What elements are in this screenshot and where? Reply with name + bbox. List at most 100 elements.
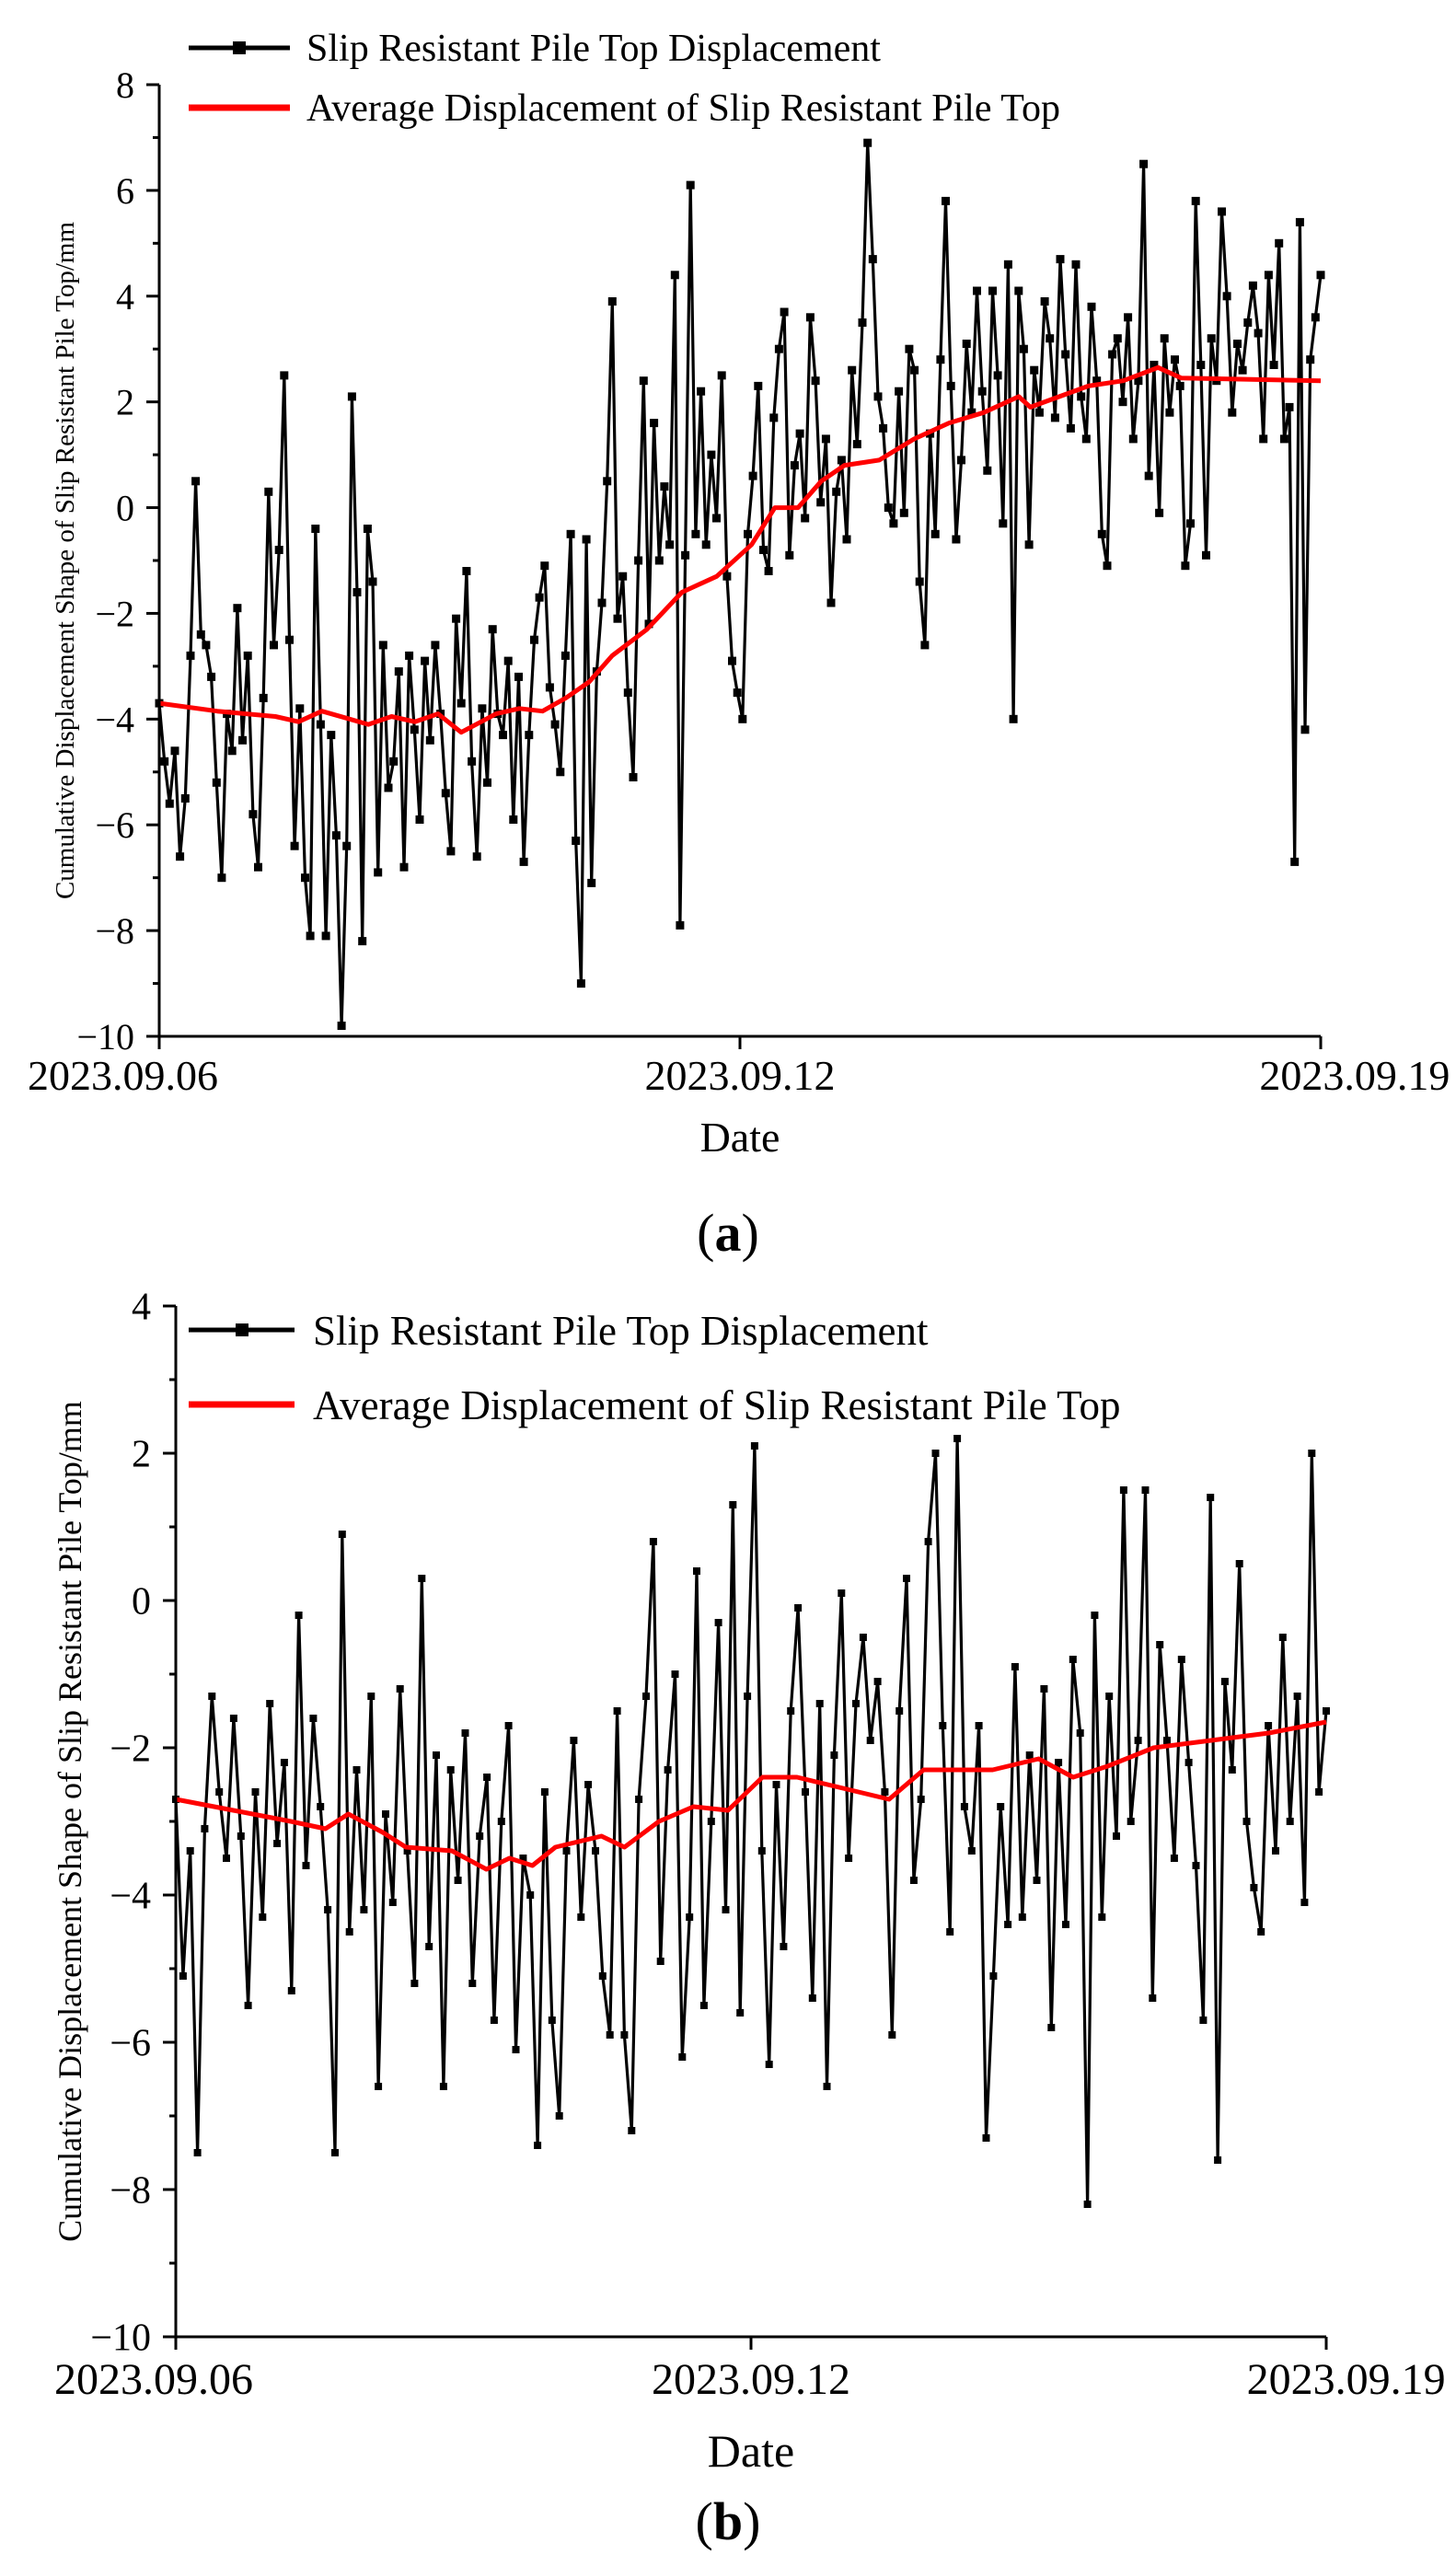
- data-point: [534, 2142, 542, 2149]
- series-line-average: [158, 364, 1322, 735]
- data-point: [780, 1943, 788, 1950]
- data-point: [837, 456, 846, 465]
- y-tick-label: 6: [116, 170, 134, 212]
- y-tick-labels: −10 −8 −6 −4 −2 0 2 4: [90, 1287, 151, 2360]
- data-point: [1069, 1656, 1077, 1663]
- plot-series-area: [155, 138, 1325, 1030]
- data-point: [946, 1928, 954, 1936]
- data-point: [717, 371, 726, 380]
- data-point: [287, 1987, 295, 1994]
- data-point: [270, 641, 278, 650]
- data-point: [1238, 365, 1247, 375]
- data-point: [1113, 1832, 1120, 1840]
- data-point: [946, 381, 955, 390]
- data-point: [917, 1796, 925, 1803]
- data-point: [425, 1943, 433, 1950]
- data-point: [620, 2031, 629, 2039]
- data-point: [1279, 434, 1288, 444]
- data-point: [560, 651, 570, 660]
- data-point: [957, 456, 965, 465]
- data-point: [327, 731, 336, 740]
- data-point: [939, 1722, 947, 1729]
- data-point: [811, 376, 820, 386]
- data-point: [697, 387, 706, 396]
- data-point: [1077, 392, 1086, 401]
- data-point: [613, 1707, 621, 1715]
- data-point: [879, 423, 888, 433]
- data-point: [396, 1685, 404, 1693]
- data-point: [433, 1751, 440, 1759]
- data-point: [764, 567, 773, 575]
- data-point: [794, 1604, 803, 1612]
- data-point: [691, 529, 700, 538]
- data-point: [1033, 1877, 1041, 1884]
- data-point: [1170, 1855, 1178, 1862]
- x-axis-label: Date: [708, 2425, 794, 2477]
- data-point: [227, 746, 237, 756]
- data-point: [1278, 1634, 1287, 1641]
- data-point: [472, 852, 481, 861]
- data-point: [1092, 376, 1102, 386]
- legend-marker-raw: [236, 1323, 248, 1336]
- data-point: [217, 873, 226, 883]
- data-point: [1061, 350, 1070, 359]
- data-point: [936, 355, 945, 364]
- data-point: [519, 1855, 527, 1862]
- data-point: [394, 667, 403, 676]
- data-point: [815, 1700, 824, 1707]
- data-point: [259, 693, 268, 702]
- data-point: [678, 2053, 687, 2061]
- data-point: [790, 461, 799, 470]
- data-point: [1214, 2156, 1222, 2164]
- data-point: [1300, 1899, 1309, 1906]
- data-point: [251, 1788, 260, 1796]
- data-point: [1233, 340, 1242, 348]
- data-point: [352, 588, 362, 596]
- data-point: [665, 540, 675, 549]
- data-point: [759, 546, 768, 554]
- data-point: [1175, 381, 1184, 390]
- data-point: [748, 471, 757, 480]
- data-point: [1108, 350, 1117, 359]
- data-point: [1019, 344, 1028, 353]
- data-point: [367, 1693, 376, 1700]
- data-point: [1207, 334, 1216, 343]
- data-point: [311, 525, 320, 533]
- legend-label-average: Average Displacement of Slip Resistant P…: [313, 1382, 1121, 1428]
- data-point: [618, 572, 628, 581]
- data-point: [1050, 413, 1059, 422]
- data-point: [765, 2061, 773, 2068]
- data-point: [989, 1972, 998, 1980]
- data-point: [660, 482, 669, 491]
- data-point: [744, 529, 752, 538]
- y-tick-label: −2: [95, 593, 134, 634]
- legend-label-raw: Slip Resistant Pile Top Displacement: [313, 1308, 929, 1354]
- data-point: [1177, 1656, 1185, 1663]
- x-tick-label: 2023.09.19: [1259, 1052, 1450, 1099]
- data-point: [899, 508, 908, 517]
- data-point: [360, 1906, 368, 1913]
- data-point: [1308, 1450, 1316, 1457]
- data-point: [1030, 365, 1039, 375]
- x-tick-label: 2023.09.12: [645, 1052, 836, 1099]
- data-point: [845, 1855, 853, 1862]
- data-point: [410, 725, 419, 734]
- data-point: [772, 1781, 780, 1788]
- data-point: [306, 931, 315, 941]
- data-point: [1199, 2017, 1208, 2024]
- data-point: [301, 873, 309, 883]
- data-point: [920, 641, 930, 650]
- data-point: [909, 1877, 918, 1884]
- data-point: [490, 2017, 498, 2024]
- data-point: [1181, 561, 1190, 571]
- data-point: [905, 344, 914, 353]
- data-point: [259, 1913, 267, 1921]
- y-tick-label: 0: [116, 488, 134, 529]
- data-point: [160, 757, 169, 766]
- data-point: [1071, 260, 1080, 269]
- data-point: [1156, 1641, 1164, 1648]
- data-point: [1113, 334, 1122, 343]
- data-point: [403, 1847, 411, 1855]
